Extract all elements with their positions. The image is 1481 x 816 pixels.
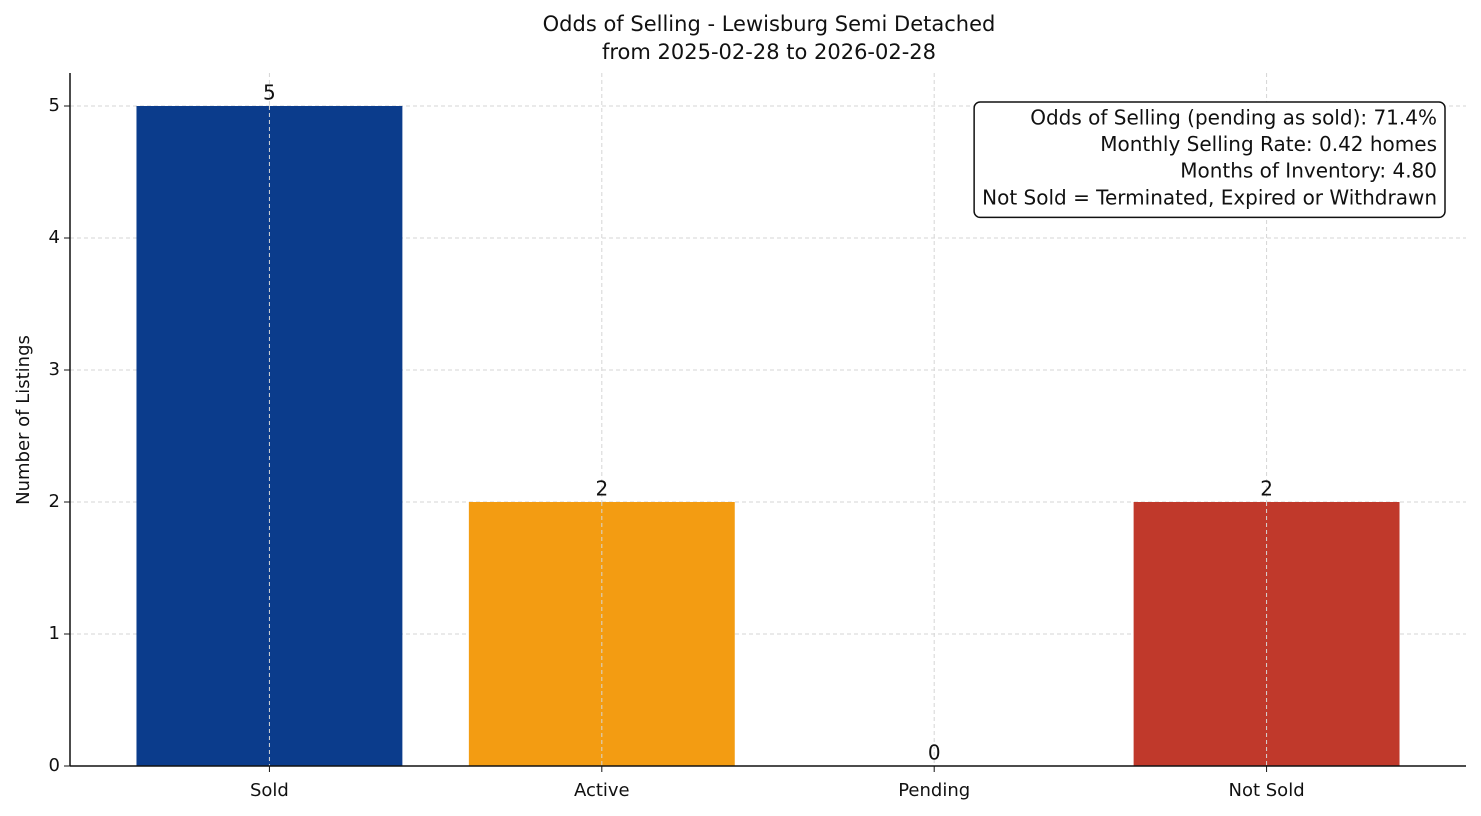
- x-tick-label: Pending: [898, 780, 970, 801]
- annotation-box: [973, 101, 1446, 219]
- y-tick-label: 2: [49, 491, 60, 512]
- value-label: 2: [595, 477, 608, 501]
- value-label: 2: [1260, 477, 1273, 501]
- annotation-text: Not Sold = Terminated, Expired or Withdr…: [982, 185, 1437, 209]
- x-tick-label: Not Sold: [1229, 780, 1305, 801]
- y-tick-label: 0: [49, 755, 60, 776]
- value-label: 5: [263, 81, 276, 105]
- y-tick-label: 3: [49, 359, 60, 380]
- y-axis-label: Number of Listings: [13, 335, 34, 505]
- annotation-text: Odds of Selling (pending as sold): 71.4%: [1030, 106, 1437, 130]
- chart-title: Odds of Selling - Lewisburg Semi Detache…: [543, 12, 996, 36]
- y-tick-label: 1: [49, 623, 60, 644]
- annotation-text: Months of Inventory: 4.80: [1180, 159, 1437, 183]
- y-tick-label: 4: [49, 227, 60, 248]
- x-tick-label: Active: [574, 780, 630, 801]
- x-tick-label: Sold: [250, 780, 289, 801]
- y-tick-label: 5: [49, 95, 60, 116]
- value-label: 0: [928, 741, 941, 765]
- annotation-text: Monthly Selling Rate: 0.42 homes: [1100, 132, 1437, 156]
- chart-subtitle: from 2025-02-28 to 2026-02-28: [602, 40, 936, 64]
